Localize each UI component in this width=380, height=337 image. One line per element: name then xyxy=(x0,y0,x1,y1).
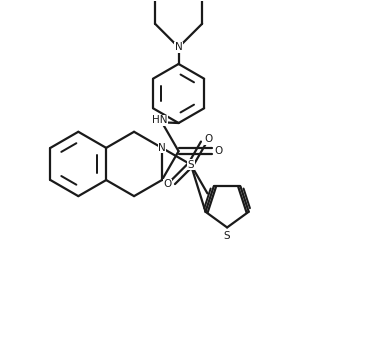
Text: O: O xyxy=(163,179,171,189)
Text: O: O xyxy=(215,146,223,156)
Text: S: S xyxy=(224,231,230,241)
Text: O: O xyxy=(205,134,213,144)
Text: N: N xyxy=(158,143,166,153)
Text: HN: HN xyxy=(152,116,168,125)
Text: S: S xyxy=(187,159,194,170)
Text: N: N xyxy=(175,42,182,52)
